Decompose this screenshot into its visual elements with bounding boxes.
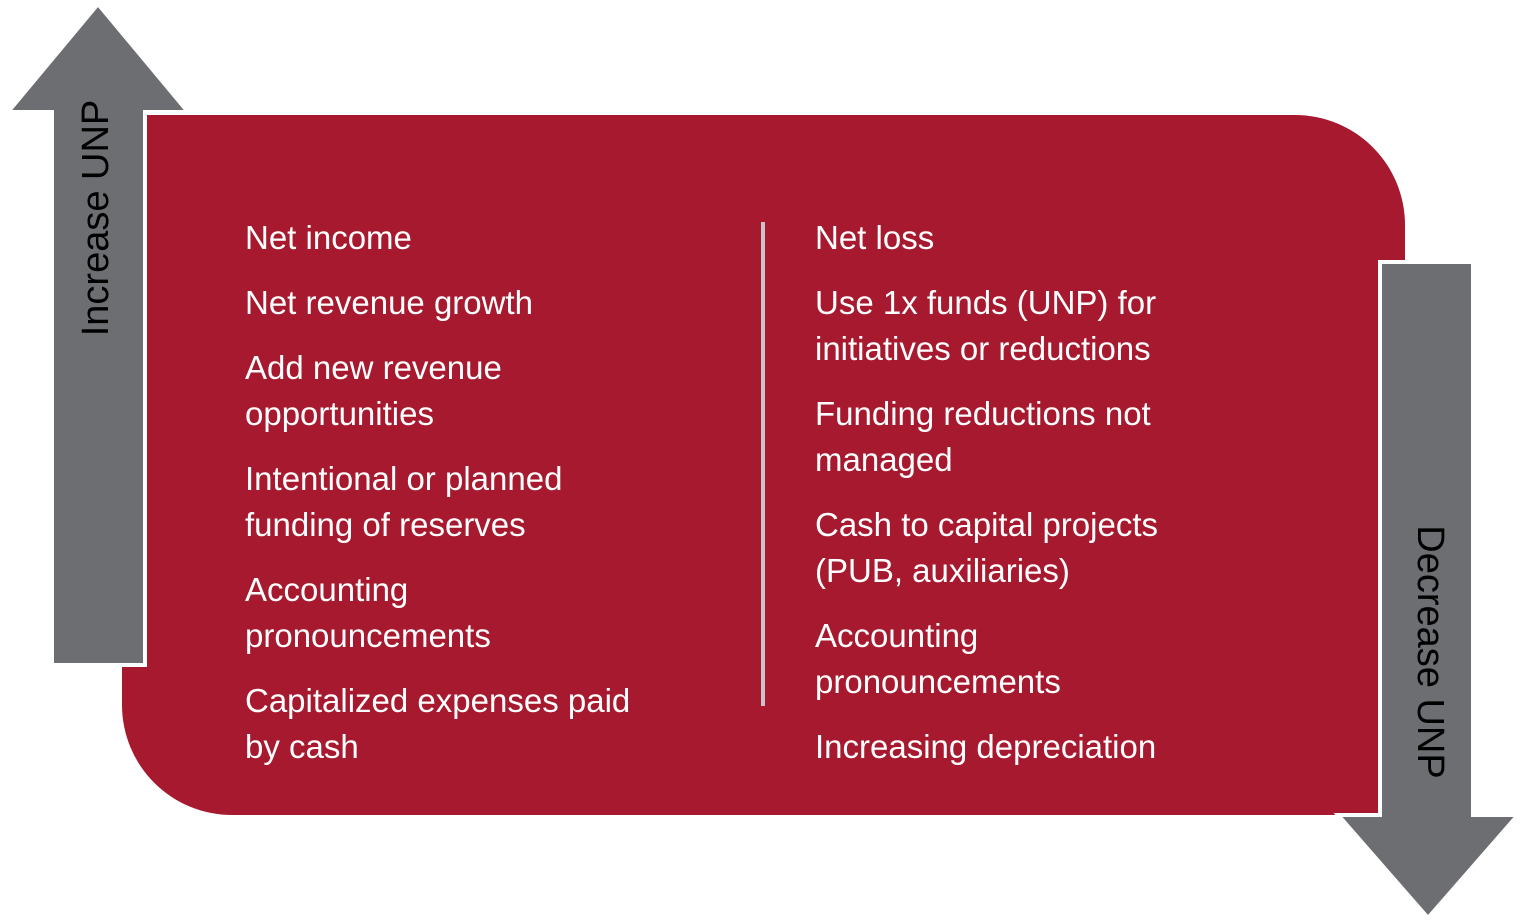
item-line: Cash to capital projects [815,506,1158,543]
item-line: Accounting [245,571,408,608]
item-line: Use 1x funds (UNP) for [815,284,1156,321]
item-line: Net income [245,219,412,256]
item-line: Net revenue growth [245,284,533,321]
item-line: pronouncements [815,663,1061,700]
list-item: Intentional or planned funding of reserve… [245,460,562,543]
item-line: Intentional or planned [245,460,562,497]
list-item: Capitalized expenses paid by cash [245,682,630,765]
list-item: Net loss [815,219,934,256]
item-line: (PUB, auxiliaries) [815,552,1070,589]
item-line: Capitalized expenses paid [245,682,630,719]
list-item: Cash to capital projects (PUB, auxiliarie… [815,506,1158,589]
item-line: Increasing depreciation [815,728,1156,765]
list-item: Accounting pronouncements [815,617,1061,700]
item-line: pronouncements [245,617,491,654]
item-line: managed [815,441,953,478]
list-item: Add new revenue opportunities [245,349,502,432]
list-item: Accounting pronouncements [245,571,491,654]
decrease-arrow [1333,260,1523,922]
item-line: Add new revenue [245,349,502,386]
item-line: initiatives or reductions [815,330,1151,367]
item-line: opportunities [245,395,434,432]
decrease-label: Decrease UNP [1409,525,1451,778]
list-item: Net income [245,219,412,256]
list-item: Funding reductions not managed [815,395,1151,478]
item-line: by cash [245,728,359,765]
item-line: Net loss [815,219,934,256]
item-columns: Net income Net revenue growth Add new reve… [245,219,1158,765]
item-line: Accounting [815,617,978,654]
increase-arrow [3,0,193,667]
list-item: Use 1x funds (UNP) for initiatives or red… [815,284,1156,367]
list-item: Increasing depreciation [815,728,1156,765]
list-item: Net revenue growth [245,284,533,321]
increase-label: Increase UNP [75,100,117,337]
item-line: Funding reductions not [815,395,1151,432]
item-line: funding of reserves [245,506,526,543]
